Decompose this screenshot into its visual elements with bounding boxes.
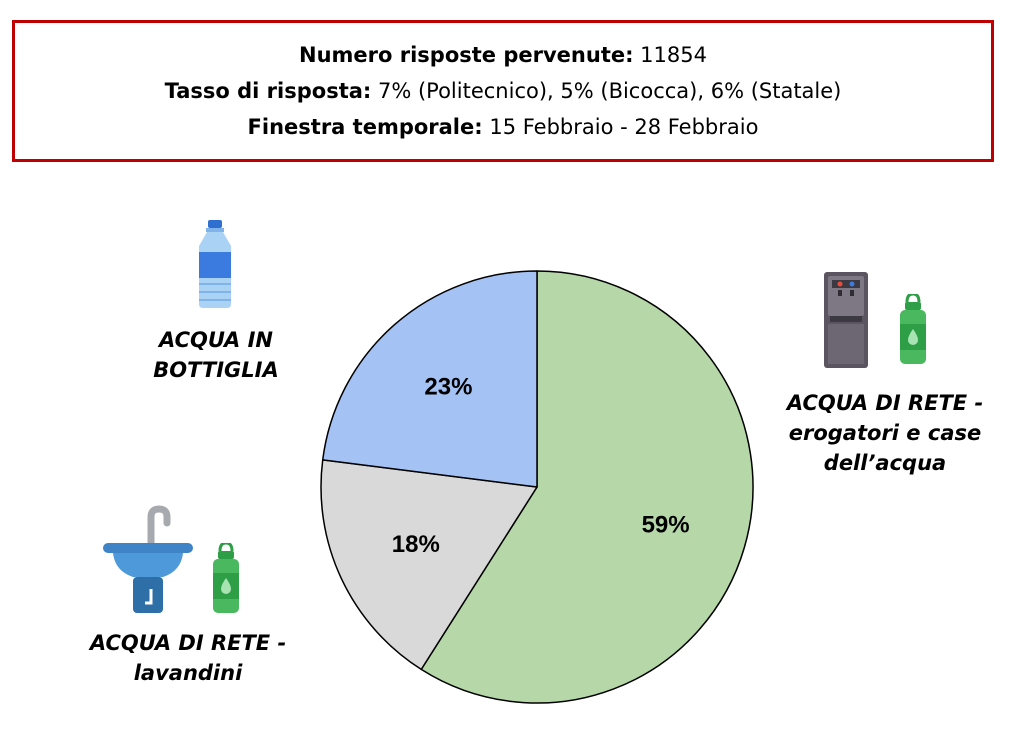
pie-labels-group: 59% 18% 23% bbox=[392, 374, 690, 558]
responses-count-line: Numero risposte pervenute: 11854 bbox=[299, 37, 707, 73]
time-window-label: Finestra temporale: bbox=[247, 115, 483, 139]
time-window-value: 15 Febbraio - 28 Febbraio bbox=[482, 115, 759, 139]
pie-slice-label-0: 59% bbox=[642, 511, 690, 538]
responses-count-label: Numero risposte pervenute: bbox=[299, 43, 634, 67]
bottled-label-line-1: ACQUA IN bbox=[159, 328, 273, 352]
reusable-bottle-icon bbox=[900, 294, 926, 364]
bottled-water-label: ACQUA IN BOTTIGLIA bbox=[131, 325, 301, 385]
sink-tap-icon bbox=[103, 505, 193, 613]
pie-slice-label-1: 18% bbox=[392, 531, 440, 558]
sinks-label-line-1: ACQUA DI RETE - bbox=[89, 631, 287, 655]
pie-slice-0 bbox=[420, 270, 754, 704]
reusable-bottle-small-icon bbox=[213, 543, 239, 613]
dispensers-label-line-3: dell’acqua bbox=[823, 451, 947, 475]
response-rate-value: 7% (Politecnico), 5% (Bicocca), 6% (Stat… bbox=[371, 79, 842, 103]
dispensers-label: ACQUA DI RETE - erogatori e case dell’ac… bbox=[767, 388, 1003, 478]
pie-slice-2 bbox=[321, 270, 538, 488]
water-dispenser-icon bbox=[824, 272, 868, 368]
sinks-label-line-2: lavandini bbox=[133, 661, 243, 685]
response-rate-line: Tasso di risposta: 7% (Politecnico), 5% … bbox=[165, 73, 842, 109]
pie-slice-label-2: 23% bbox=[424, 374, 472, 401]
sinks-label: ACQUA DI RETE - lavandini bbox=[74, 628, 302, 688]
bottled-label-line-2: BOTTIGLIA bbox=[153, 358, 279, 382]
plastic-bottle-icon bbox=[199, 220, 231, 308]
time-window-line: Finestra temporale: 15 Febbraio - 28 Feb… bbox=[248, 109, 759, 145]
survey-info-box: Numero risposte pervenute: 11854 Tasso d… bbox=[12, 20, 994, 162]
responses-count-value: 11854 bbox=[633, 43, 707, 67]
dispensers-label-line-2: erogatori e case bbox=[788, 421, 982, 445]
dispensers-label-line-1: ACQUA DI RETE - bbox=[786, 391, 984, 415]
pie-slices-group bbox=[320, 270, 754, 704]
pie-slice-1 bbox=[320, 459, 538, 671]
response-rate-label: Tasso di risposta: bbox=[164, 79, 372, 103]
